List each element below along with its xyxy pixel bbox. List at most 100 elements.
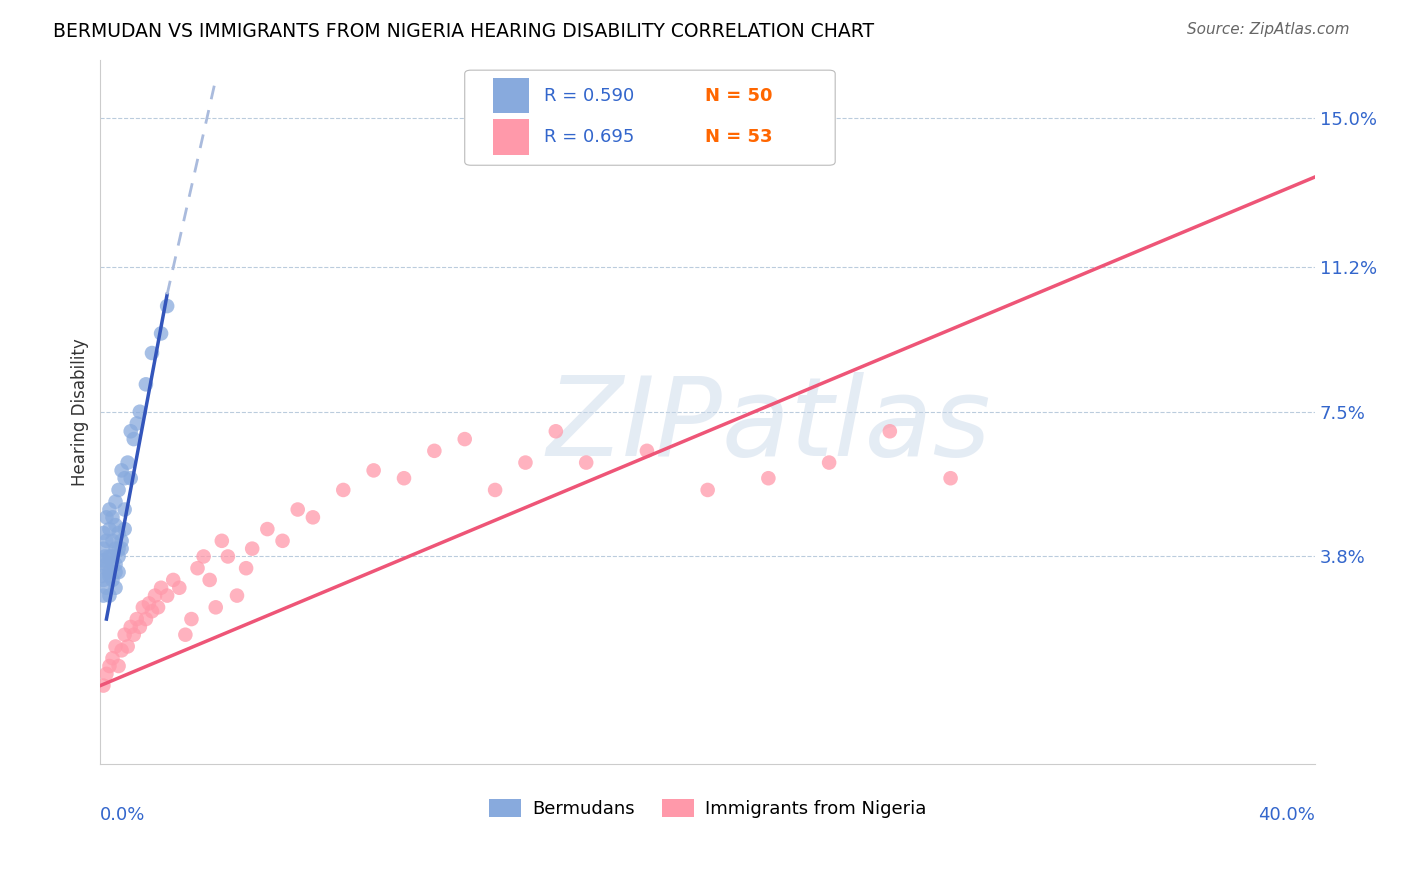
- Point: [114, 471, 136, 485]
- Point: [211, 533, 233, 548]
- Point: [104, 640, 127, 654]
- Point: [150, 581, 173, 595]
- Point: [146, 600, 169, 615]
- Point: [93, 526, 115, 541]
- Point: [423, 443, 446, 458]
- Point: [90, 569, 112, 583]
- Text: Source: ZipAtlas.com: Source: ZipAtlas.com: [1187, 22, 1350, 37]
- Text: N = 50: N = 50: [706, 87, 773, 104]
- Point: [110, 533, 132, 548]
- Point: [110, 463, 132, 477]
- Point: [256, 522, 278, 536]
- Point: [217, 549, 239, 564]
- Point: [117, 456, 139, 470]
- Point: [162, 573, 184, 587]
- Point: [125, 612, 148, 626]
- Point: [271, 533, 294, 548]
- Point: [454, 432, 477, 446]
- Point: [198, 573, 221, 587]
- Point: [143, 589, 166, 603]
- Point: [107, 541, 129, 556]
- Point: [758, 471, 780, 485]
- Point: [104, 494, 127, 508]
- Point: [93, 541, 115, 556]
- Point: [132, 600, 155, 615]
- Point: [135, 377, 157, 392]
- Y-axis label: Hearing Disability: Hearing Disability: [72, 338, 89, 485]
- Point: [117, 640, 139, 654]
- Point: [180, 612, 202, 626]
- Text: ZIPatlas: ZIPatlas: [546, 372, 991, 479]
- Point: [96, 533, 118, 548]
- Point: [93, 679, 115, 693]
- Point: [104, 541, 127, 556]
- Point: [636, 443, 658, 458]
- Point: [544, 424, 567, 438]
- Point: [96, 581, 118, 595]
- Point: [107, 549, 129, 564]
- Point: [107, 659, 129, 673]
- Point: [128, 620, 150, 634]
- Point: [156, 299, 179, 313]
- Point: [104, 558, 127, 572]
- Point: [141, 604, 163, 618]
- Point: [302, 510, 325, 524]
- Point: [93, 553, 115, 567]
- Point: [186, 561, 208, 575]
- Point: [98, 589, 121, 603]
- Point: [169, 581, 191, 595]
- Point: [104, 565, 127, 579]
- Point: [226, 589, 249, 603]
- Point: [240, 541, 263, 556]
- Point: [110, 541, 132, 556]
- Point: [122, 628, 145, 642]
- Point: [332, 483, 354, 497]
- Point: [392, 471, 415, 485]
- Point: [150, 326, 173, 341]
- Legend: Bermudans, Immigrants from Nigeria: Bermudans, Immigrants from Nigeria: [482, 791, 934, 825]
- Point: [98, 522, 121, 536]
- Point: [98, 502, 121, 516]
- Point: [107, 565, 129, 579]
- Point: [174, 628, 197, 642]
- Text: 0.0%: 0.0%: [100, 806, 146, 824]
- Point: [101, 549, 124, 564]
- Point: [101, 573, 124, 587]
- Point: [138, 596, 160, 610]
- Point: [101, 533, 124, 548]
- Point: [120, 424, 142, 438]
- Point: [98, 569, 121, 583]
- Point: [114, 522, 136, 536]
- Point: [125, 417, 148, 431]
- Point: [287, 502, 309, 516]
- Point: [879, 424, 901, 438]
- Point: [107, 483, 129, 497]
- Point: [101, 651, 124, 665]
- Point: [204, 600, 226, 615]
- Bar: [492, 120, 529, 154]
- Point: [114, 502, 136, 516]
- Bar: [492, 78, 529, 113]
- Point: [484, 483, 506, 497]
- Point: [120, 620, 142, 634]
- Point: [193, 549, 215, 564]
- Point: [235, 561, 257, 575]
- Point: [104, 581, 127, 595]
- Point: [818, 456, 841, 470]
- Point: [94, 549, 117, 564]
- Point: [98, 659, 121, 673]
- Text: R = 0.695: R = 0.695: [544, 128, 634, 146]
- Point: [101, 558, 124, 572]
- Point: [96, 666, 118, 681]
- Point: [98, 565, 121, 579]
- Point: [135, 612, 157, 626]
- Point: [120, 471, 142, 485]
- Point: [101, 510, 124, 524]
- Text: 40.0%: 40.0%: [1258, 806, 1315, 824]
- Point: [96, 558, 118, 572]
- Point: [93, 573, 115, 587]
- Text: BERMUDAN VS IMMIGRANTS FROM NIGERIA HEARING DISABILITY CORRELATION CHART: BERMUDAN VS IMMIGRANTS FROM NIGERIA HEAR…: [53, 22, 875, 41]
- Point: [515, 456, 537, 470]
- Point: [575, 456, 598, 470]
- Point: [104, 518, 127, 533]
